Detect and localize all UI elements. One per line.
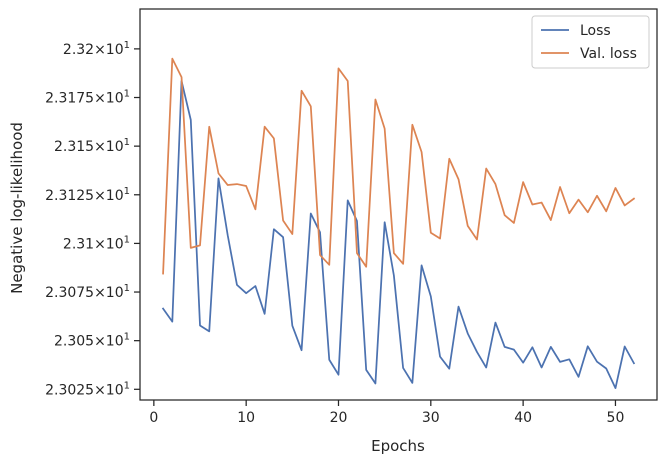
- plot-area: [161, 57, 636, 390]
- plot-frame: [139, 8, 658, 401]
- y-tick-label: 2.315×101: [54, 137, 130, 155]
- x-tick-label: 50: [607, 410, 625, 426]
- x-tick-label: 0: [149, 410, 158, 426]
- y-tick-label: 2.3025×101: [45, 380, 130, 398]
- y-tick-label: 2.32×101: [63, 40, 130, 58]
- x-axis-label: Epochs: [371, 437, 425, 455]
- y-tick-label: 2.3175×101: [45, 89, 130, 107]
- series-line-val-loss: [162, 57, 636, 275]
- series-line-loss: [161, 80, 636, 390]
- y-tick-label: 2.31×101: [63, 234, 130, 252]
- x-tick-label: 30: [422, 410, 440, 426]
- y-tick-label: 2.305×101: [54, 332, 130, 350]
- legend-label-loss: Loss: [580, 23, 611, 39]
- y-tick-label: 2.3075×101: [45, 283, 130, 301]
- legend-label-val-loss: Val. loss: [580, 46, 637, 62]
- x-tick-label: 40: [514, 410, 532, 426]
- x-tick-label: 10: [237, 410, 255, 426]
- y-axis-label: Negative log-likelihood: [8, 122, 26, 294]
- legend: Loss Val. loss: [531, 15, 650, 69]
- x-tick-label: 20: [330, 410, 348, 426]
- legend-box: [531, 15, 650, 69]
- axes: 0 10 20 30 40 50 2.3025×101 2.305×101 2.3075×101…: [45, 8, 658, 426]
- y-tick-label: 2.3125×101: [45, 186, 130, 204]
